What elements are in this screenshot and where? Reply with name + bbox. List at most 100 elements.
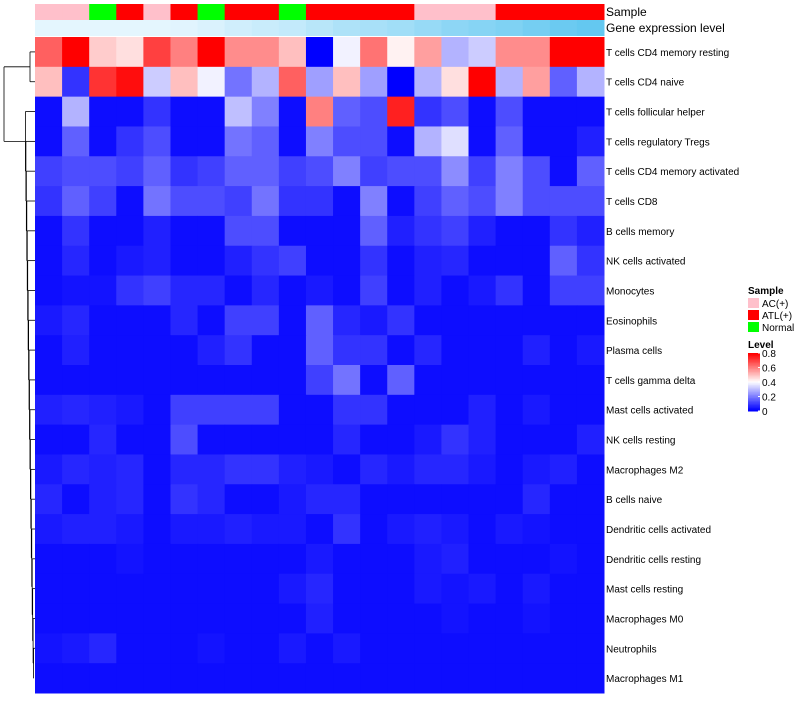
heatmap-cell xyxy=(116,365,144,396)
heatmap-cell xyxy=(387,454,415,485)
heatmap-cell xyxy=(116,603,144,634)
heatmap-cell xyxy=(360,305,388,336)
heatmap-cell xyxy=(522,66,551,98)
heatmap-cell xyxy=(278,573,307,605)
level-colorbar-segment xyxy=(748,354,760,357)
heatmap-cell xyxy=(170,156,199,187)
heatmap-cell xyxy=(170,365,199,396)
heatmap-cell xyxy=(549,156,578,187)
heatmap-cell xyxy=(116,543,144,575)
heatmap-cell xyxy=(224,633,253,664)
heatmap-cell xyxy=(224,37,253,68)
heatmap-cell xyxy=(387,275,415,306)
heatmap-cell xyxy=(522,454,551,485)
heatmap-cell xyxy=(495,215,524,247)
heatmap-cell xyxy=(522,484,551,515)
heatmap-cell xyxy=(333,245,361,277)
heatmap-cell xyxy=(387,543,415,575)
heatmap-cell xyxy=(414,573,442,605)
heatmap-cell xyxy=(522,96,551,127)
heatmap-cell xyxy=(549,186,578,217)
heatmap-cell xyxy=(116,275,144,306)
heatmap-cell xyxy=(522,514,551,545)
sample-annotation-cell xyxy=(495,4,524,20)
heatmap-cell xyxy=(143,215,171,247)
heatmap-cell xyxy=(170,633,199,664)
heatmap-cell xyxy=(89,394,117,426)
row-label: T cells CD8 xyxy=(606,197,658,208)
heatmap-cell xyxy=(143,663,171,694)
level-colorbar-tick-label: 0.8 xyxy=(762,349,776,360)
heatmap-cell xyxy=(468,126,497,157)
heatmap-cell xyxy=(495,454,524,485)
heatmap-cell xyxy=(62,215,90,247)
heatmap-cell xyxy=(576,663,605,694)
sample-annotation-cell xyxy=(197,4,226,20)
heatmap-cell xyxy=(251,335,280,366)
heatmap-cell xyxy=(251,365,280,396)
heatmap-cell xyxy=(116,454,144,485)
heatmap-cell xyxy=(143,96,171,127)
heatmap-cell xyxy=(576,573,605,605)
heatmap-cell xyxy=(305,603,334,634)
heatmap-cell xyxy=(305,573,334,605)
heatmap-cell xyxy=(495,514,524,545)
sample-legend-swatch xyxy=(748,322,759,332)
heatmap-cell xyxy=(333,603,361,634)
heatmap-cell xyxy=(468,186,497,217)
heatmap-cell xyxy=(143,156,171,187)
heatmap-cell xyxy=(89,186,117,217)
heatmap-cell xyxy=(170,305,199,336)
heatmap-cell xyxy=(549,275,578,306)
heatmap-cell xyxy=(305,156,334,187)
heatmap-cell xyxy=(414,126,442,157)
heatmap-cell xyxy=(89,484,117,515)
heatmap-cell xyxy=(468,156,497,187)
heatmap-cell xyxy=(387,156,415,187)
gene-expression-annotation-cell xyxy=(414,20,442,36)
heatmap-cell xyxy=(278,603,307,634)
heatmap-cell xyxy=(576,603,605,634)
gene-expression-annotation-cell xyxy=(170,20,199,36)
heatmap-cell xyxy=(333,37,361,68)
heatmap-cell xyxy=(143,365,171,396)
sample-annotation-cell xyxy=(278,4,307,20)
heatmap-cell xyxy=(576,454,605,485)
heatmap-cell xyxy=(305,454,334,485)
row-label: T cells gamma delta xyxy=(606,376,696,387)
heatmap-cell xyxy=(360,156,388,187)
heatmap-cell xyxy=(116,633,144,664)
level-colorbar-segment xyxy=(748,392,760,395)
heatmap-cell xyxy=(360,633,388,664)
heatmap-cell xyxy=(414,275,442,306)
heatmap-cell xyxy=(305,126,334,157)
heatmap-cell xyxy=(441,663,470,694)
heatmap-cell xyxy=(549,543,578,575)
heatmap-cell xyxy=(170,96,199,127)
heatmap-cell xyxy=(116,335,144,366)
level-colorbar-segment xyxy=(748,363,760,366)
heatmap-cell xyxy=(62,66,90,98)
level-colorbar-segment xyxy=(748,357,760,360)
gene-expression-annotation-cell xyxy=(549,20,578,36)
gene-expression-annotation-cell xyxy=(576,20,605,36)
heatmap-cell xyxy=(116,186,144,217)
heatmap-cell xyxy=(224,156,253,187)
heatmap-cell xyxy=(333,454,361,485)
heatmap-cell xyxy=(197,573,226,605)
heatmap-cell xyxy=(116,514,144,545)
row-label: Macrophages M2 xyxy=(606,465,684,476)
heatmap-cell xyxy=(170,66,199,98)
heatmap-cell xyxy=(35,245,63,277)
heatmap-cell xyxy=(143,335,171,366)
level-colorbar-segment xyxy=(748,403,760,406)
heatmap-cell xyxy=(116,573,144,605)
heatmap-cell xyxy=(62,365,90,396)
heatmap-cell xyxy=(62,514,90,545)
heatmap-cell xyxy=(576,275,605,306)
heatmap-cell xyxy=(549,335,578,366)
heatmap-cell xyxy=(414,514,442,545)
heatmap-cell xyxy=(197,603,226,634)
level-colorbar-segment xyxy=(748,393,760,396)
heatmap-cell xyxy=(333,394,361,426)
